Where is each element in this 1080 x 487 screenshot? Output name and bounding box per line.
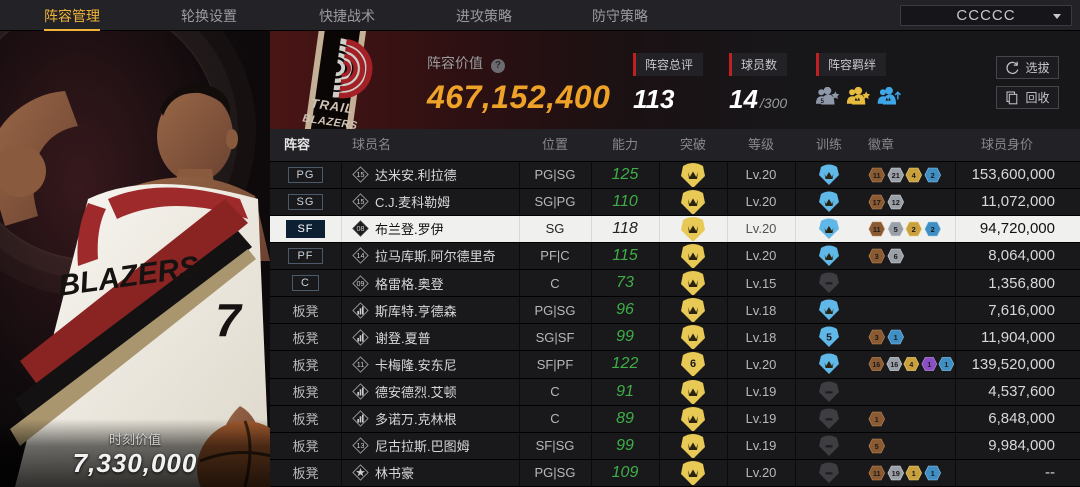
svg-text:16: 16 [872,362,880,369]
svg-text:11: 11 [873,225,881,234]
svg-text:7: 7 [215,294,243,346]
svg-text:15: 15 [357,171,365,179]
svg-text:1: 1 [927,362,931,369]
svg-text:1: 1 [912,469,916,478]
svg-text:5: 5 [875,442,879,451]
svg-text:14: 14 [357,252,365,260]
svg-text:1: 1 [875,415,879,424]
svg-text:21: 21 [891,171,899,180]
svg-text:3: 3 [875,252,879,261]
svg-text:13: 13 [357,442,365,450]
svg-text:17: 17 [873,198,881,207]
svg-text:1: 1 [930,469,934,478]
svg-text:12: 12 [891,198,899,207]
svg-text:5: 5 [826,332,832,344]
svg-text:4: 4 [910,362,914,369]
svg-text:1: 1 [893,333,897,342]
svg-text:08: 08 [357,225,365,233]
svg-text:16: 16 [890,362,898,369]
svg-text:19: 19 [891,469,899,478]
svg-text:11: 11 [873,469,881,478]
svg-text:3: 3 [875,333,879,342]
svg-text:11: 11 [357,361,364,369]
svg-text:5: 5 [820,98,824,105]
svg-text:15: 15 [357,198,365,206]
svg-text:5: 5 [893,225,897,234]
svg-text:6: 6 [690,358,696,370]
svg-text:1: 1 [945,362,949,369]
svg-text:11: 11 [873,171,881,180]
svg-text:2: 2 [912,225,916,234]
svg-text:2: 2 [930,171,934,180]
svg-text:2: 2 [930,225,934,234]
svg-text:09: 09 [357,280,365,288]
svg-text:6: 6 [893,252,897,261]
